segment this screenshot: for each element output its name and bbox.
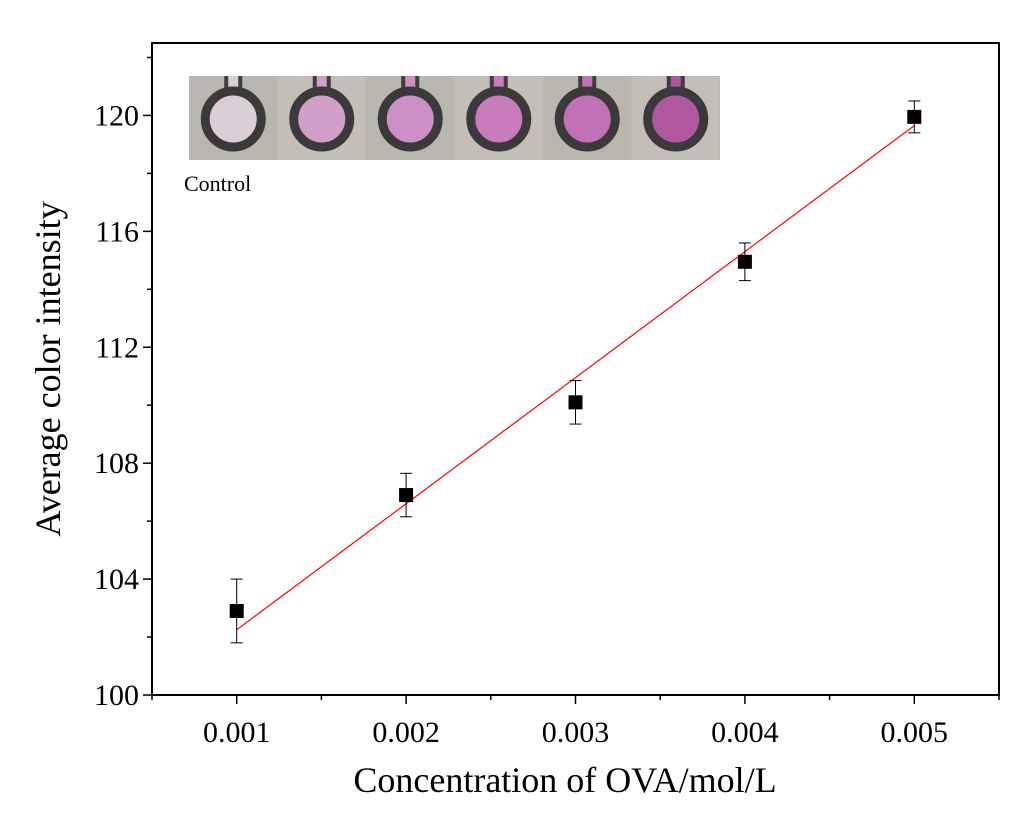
data-point bbox=[229, 603, 244, 618]
y-tick-label: 104 bbox=[94, 563, 139, 596]
inset-sample-well bbox=[643, 86, 709, 152]
inset-sample-well bbox=[466, 86, 532, 152]
data-points bbox=[229, 100, 922, 644]
inset-photo bbox=[189, 76, 720, 160]
x-tick-label: 0.004 bbox=[711, 716, 779, 749]
x-tick-label: 0.003 bbox=[542, 716, 610, 749]
x-tick-label: 0.005 bbox=[881, 716, 949, 749]
inset-sample-well bbox=[289, 86, 355, 152]
fit-line bbox=[236, 125, 915, 631]
fit-line-group bbox=[236, 125, 915, 631]
y-tick-label: 112 bbox=[95, 331, 139, 364]
y-axis-title: Average color intensity bbox=[28, 201, 68, 536]
data-point bbox=[568, 395, 583, 410]
data-point bbox=[399, 488, 414, 503]
x-tick-label: 0.001 bbox=[203, 716, 271, 749]
inset-sample-well bbox=[377, 86, 443, 152]
y-tick-label: 100 bbox=[94, 679, 139, 712]
inset-background bbox=[189, 76, 720, 160]
inset-control-label: Control bbox=[184, 171, 251, 196]
y-tick-label: 116 bbox=[95, 215, 139, 248]
x-tick-label: 0.002 bbox=[372, 716, 440, 749]
y-ticks: 100 104 108 112 116 120 bbox=[94, 56, 152, 712]
x-axis-title: Concentration of OVA/mol/L bbox=[353, 760, 776, 800]
inset-sample-well bbox=[200, 86, 266, 152]
x-ticks: 0.001 0.002 0.003 0.004 0.005 bbox=[151, 695, 1000, 749]
y-tick-label: 120 bbox=[94, 99, 139, 132]
data-point bbox=[737, 254, 752, 269]
y-tick-label: 108 bbox=[94, 447, 139, 480]
data-point bbox=[907, 109, 922, 124]
inset-sample-well bbox=[554, 86, 620, 152]
